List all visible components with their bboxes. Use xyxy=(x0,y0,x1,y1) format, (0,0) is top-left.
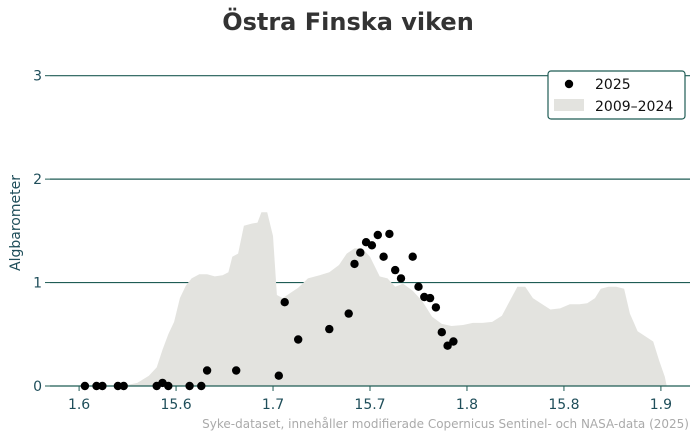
chart-title: Östra Finska viken xyxy=(222,6,474,36)
data-point-2025-24 xyxy=(391,265,400,275)
legend-marker-2025 xyxy=(564,79,574,89)
data-point-2025-23 xyxy=(385,229,394,239)
data-point-2025-31 xyxy=(437,328,446,337)
y-tick-label-3: 3 xyxy=(33,69,42,85)
data-point-2025-17 xyxy=(350,259,359,269)
y-ticks: 0 1 2 3 xyxy=(33,69,50,395)
x-tick-label-2: 1.7 xyxy=(262,397,284,413)
data-point-2025-9 xyxy=(197,381,206,391)
points-layer xyxy=(80,229,458,391)
x-tick-label-1: 15.6 xyxy=(160,397,191,413)
data-point-2025-0 xyxy=(80,381,90,391)
data-point-2025-8 xyxy=(185,381,194,391)
data-point-2025-25 xyxy=(396,274,406,283)
data-point-2025-11 xyxy=(232,366,241,375)
x-tick-label-3: 15.7 xyxy=(354,397,385,413)
data-point-2025-3 xyxy=(113,381,123,391)
x-tick-label-0: 1.6 xyxy=(68,397,90,413)
data-point-2025-16 xyxy=(344,309,353,318)
data-point-2025-22 xyxy=(379,252,388,261)
source-note: Syke-dataset, innehåller modifierade Cop… xyxy=(202,417,689,431)
legend: 2025 2009–2024 xyxy=(547,70,686,120)
data-point-2025-32 xyxy=(443,341,452,350)
legend-label-2009-2024: 2009–2024 xyxy=(595,99,673,115)
data-point-2025-2 xyxy=(98,381,107,391)
data-point-2025-7 xyxy=(164,381,173,391)
y-tick-label-0: 0 xyxy=(33,379,42,395)
data-point-2025-13 xyxy=(280,298,289,307)
y-tick-label-2: 2 xyxy=(33,172,42,188)
data-point-2025-21 xyxy=(373,230,382,240)
data-point-2025-20 xyxy=(367,241,377,250)
band-layer xyxy=(102,212,667,386)
data-point-2025-33 xyxy=(449,337,458,346)
data-point-2025-27 xyxy=(414,282,423,291)
x-tick-label-6: 1.9 xyxy=(650,397,672,413)
y-tick-label-1: 1 xyxy=(33,276,42,292)
data-point-2025-12 xyxy=(274,371,283,380)
data-point-2025-4 xyxy=(119,381,128,391)
x-tick-label-4: 1.8 xyxy=(456,397,478,413)
legend-label-2025: 2025 xyxy=(595,77,631,93)
data-point-2025-26 xyxy=(408,252,417,261)
data-point-2025-18 xyxy=(356,248,365,257)
data-point-2025-10 xyxy=(202,366,212,375)
x-ticks: 1.6 15.6 1.7 15.7 1.8 15.8 1.9 xyxy=(68,386,672,413)
legend-swatch-2009-2024 xyxy=(554,99,584,111)
data-point-2025-1 xyxy=(92,381,101,391)
series-band-2009-2024 xyxy=(102,212,667,386)
y-axis-label: Algbarometer xyxy=(8,175,24,271)
data-point-2025-15 xyxy=(325,324,334,334)
x-tick-label-5: 15.8 xyxy=(548,397,579,413)
data-point-2025-14 xyxy=(294,335,303,344)
data-point-2025-29 xyxy=(425,293,435,303)
data-point-2025-30 xyxy=(431,303,441,312)
